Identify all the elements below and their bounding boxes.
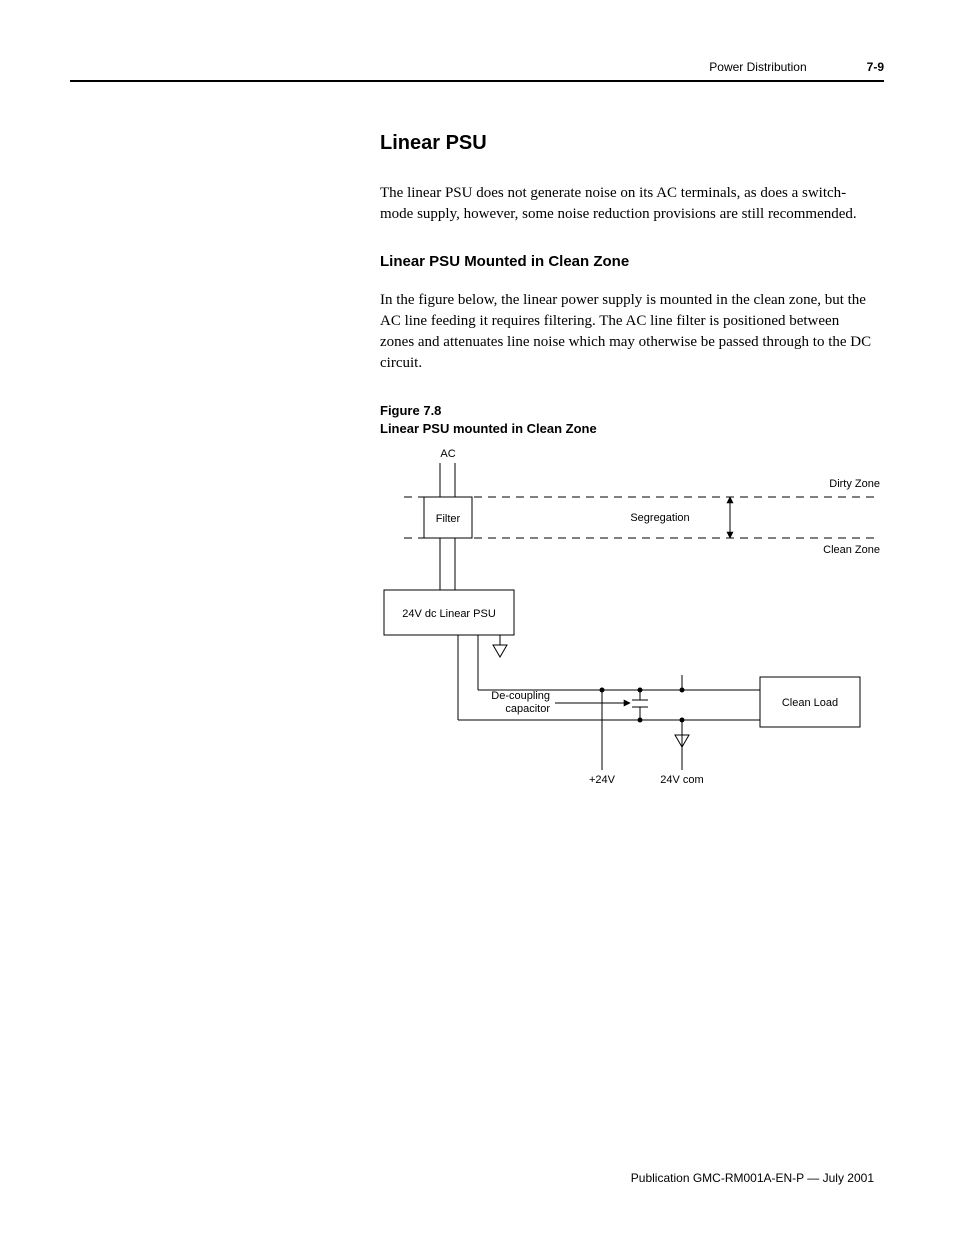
ac-label: AC — [440, 448, 455, 460]
decoupling-label: De-coupling — [491, 690, 550, 702]
figure-diagram: AC Dirty Zone Clean Zone Segregation Fil… — [380, 445, 890, 795]
clean-load-label: Clean Load — [782, 697, 838, 709]
subsection-paragraph: In the figure below, the linear power su… — [380, 290, 874, 374]
filter-label: Filter — [436, 513, 461, 525]
running-title: Power Distribution — [709, 60, 806, 74]
segregation-label: Segregation — [630, 512, 689, 524]
figure-title: Linear PSU mounted in Clean Zone — [380, 421, 597, 436]
figure-number: Figure 7.8 — [380, 403, 441, 418]
psu-label: 24V dc Linear PSU — [402, 608, 496, 620]
subsection-title: Linear PSU Mounted in Clean Zone — [380, 253, 874, 270]
page-footer: Publication GMC-RM001A-EN-P — July 2001 — [631, 1171, 874, 1185]
capacitor-label: capacitor — [505, 703, 550, 715]
page-header: Power Distribution 7-9 — [70, 60, 884, 82]
com24v-label: 24V com — [660, 774, 703, 786]
section-title: Linear PSU — [380, 132, 874, 155]
p24v-label: +24V — [589, 774, 616, 786]
intro-paragraph: The linear PSU does not generate noise o… — [380, 183, 874, 225]
content-area: Linear PSU The linear PSU does not gener… — [380, 132, 874, 800]
figure-caption: Figure 7.8 Linear PSU mounted in Clean Z… — [380, 402, 874, 437]
dirty-zone-label: Dirty Zone — [829, 478, 880, 490]
page-number: 7-9 — [867, 60, 884, 74]
clean-zone-label: Clean Zone — [823, 544, 880, 556]
